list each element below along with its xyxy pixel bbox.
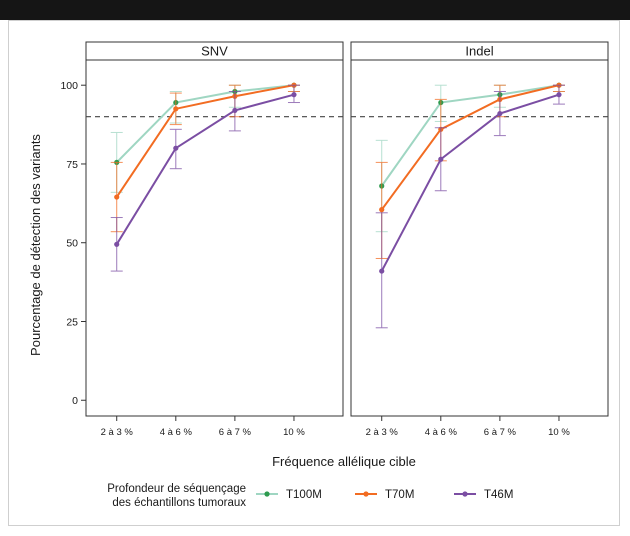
legend-point xyxy=(264,491,270,497)
data-point xyxy=(173,106,179,112)
legend-point xyxy=(462,491,468,497)
x-tick-label: 6 à 7 % xyxy=(219,427,252,438)
plot-area xyxy=(85,59,344,417)
series-t46m xyxy=(375,84,565,329)
legend-title-line1: Profondeur de séquençage xyxy=(107,483,246,495)
x-tick-label: 2 à 3 % xyxy=(101,427,134,438)
x-tick-label: 10 % xyxy=(548,427,570,438)
y-tick-label: 75 xyxy=(66,159,78,171)
legend-item-t46m: T46M xyxy=(454,489,513,501)
data-point xyxy=(379,268,385,274)
legend-item-t100m: T100M xyxy=(256,489,322,501)
legend-label: T46M xyxy=(484,489,513,501)
series-line xyxy=(115,93,295,245)
y-tick-label: 50 xyxy=(66,238,78,250)
legend-label: T100M xyxy=(286,489,322,501)
x-axis-label: Fréquence allélique cible xyxy=(272,454,416,469)
legend-point xyxy=(363,491,369,497)
data-point xyxy=(438,156,444,162)
panel-title: SNV xyxy=(201,44,228,59)
data-point xyxy=(379,207,385,213)
x-tick-label: 10 % xyxy=(283,427,305,438)
x-tick-label: 6 à 7 % xyxy=(484,427,517,438)
data-point xyxy=(556,92,562,98)
legend: Profondeur de séquençage des échantillon… xyxy=(107,483,513,509)
legend-title-line2: des échantillons tumoraux xyxy=(112,497,246,509)
series-line xyxy=(380,93,560,272)
data-point xyxy=(114,194,120,200)
panel-indel: Indel 2 à 3 % 4 à 6 % 6 à 7 % 10 % xyxy=(350,41,609,438)
data-point xyxy=(173,145,179,151)
plot-area xyxy=(350,59,609,417)
series-line xyxy=(380,84,560,187)
figure-frame xyxy=(8,20,620,526)
series-line xyxy=(116,84,295,164)
y-axis-label: Pourcentage de détection des variants xyxy=(28,134,43,356)
panel-title: Indel xyxy=(465,44,493,59)
data-point xyxy=(114,241,120,247)
series-line xyxy=(115,84,295,198)
y-tick-label: 25 xyxy=(66,316,78,328)
series-t46m xyxy=(110,84,300,272)
y-tick-label: 0 xyxy=(72,395,78,407)
data-point xyxy=(232,107,238,114)
series-line xyxy=(380,84,560,211)
data-point xyxy=(497,110,503,117)
legend-item-t70m: T70M xyxy=(355,489,414,501)
data-point xyxy=(291,92,297,98)
y-tick-label: 100 xyxy=(60,80,78,92)
top-bar xyxy=(0,0,630,20)
x-tick-label: 2 à 3 % xyxy=(366,427,399,438)
legend-label: T70M xyxy=(385,489,414,501)
panel-snv: SNV 0 25 50 75 100 2 à 3 % 4 à 6 % 6 à 7 % 10 % xyxy=(60,41,344,438)
x-tick-label: 4 à 6 % xyxy=(160,427,193,438)
x-tick-label: 4 à 6 % xyxy=(425,427,458,438)
